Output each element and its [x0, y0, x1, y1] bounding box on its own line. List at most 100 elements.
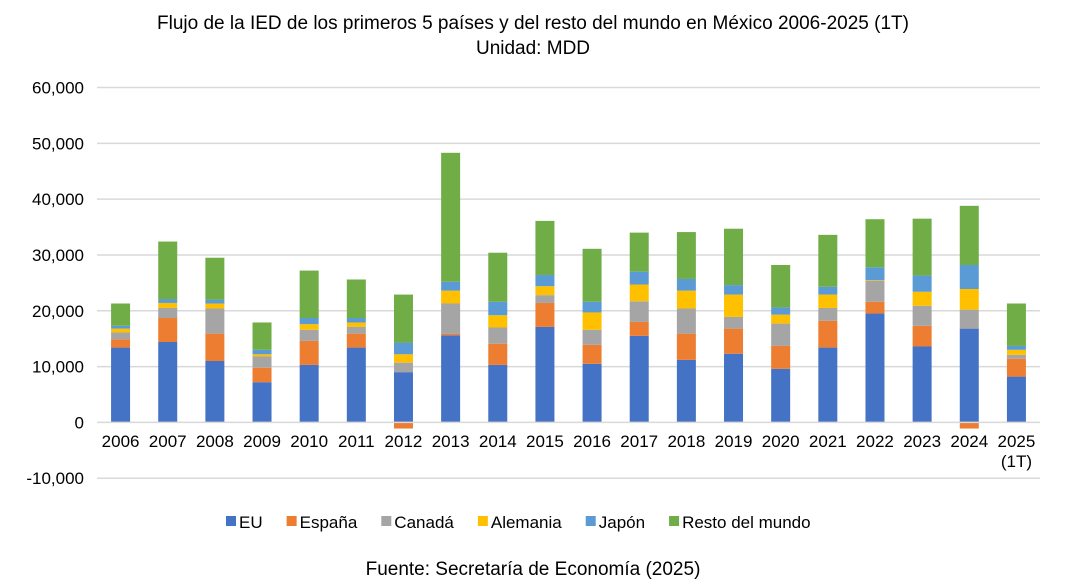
bar-segment-españa-2019: [724, 328, 744, 354]
bar-segment-alemania-2010: [299, 324, 319, 330]
chart-source: Fuente: Secretaría de Economía (2025): [366, 559, 701, 580]
bar-segment-canadá-2023: [912, 305, 932, 326]
bar-segment-japón-2014: [488, 301, 508, 316]
bar-segment-resto-del-mundo-2007: [158, 241, 178, 300]
bar-segment-alemania-2019: [724, 294, 744, 317]
bar-segment-españa-2020: [771, 345, 791, 369]
y-tick-label: 10,000: [32, 358, 84, 377]
x-tick-label: 2016: [573, 432, 611, 451]
bar-segment-eu-2024: [959, 328, 979, 423]
y-tick-label: 60,000: [32, 79, 84, 98]
bar-segment-españa-2021: [818, 320, 838, 348]
bar-segment-resto-del-mundo-2022: [865, 219, 885, 268]
x-tick-label: 2012: [385, 432, 423, 451]
bar-segment-japón-2006: [111, 325, 131, 329]
bar-segment-españa-2014: [488, 343, 508, 365]
bar-segment-eu-2013: [441, 335, 461, 423]
bar-segment-españa-2013: [441, 333, 461, 336]
y-tick-label: 0: [75, 413, 84, 432]
bar-segment-eu-2008: [205, 360, 225, 423]
bar-segment-japón-2023: [912, 275, 932, 292]
bar-segment-canadá-2025(1T): [1006, 354, 1026, 359]
bar-segment-eu-2019: [724, 353, 744, 423]
bar-segment-canadá-2021: [818, 307, 838, 321]
bars: [111, 152, 1026, 429]
bar-segment-alemania-2015: [535, 286, 555, 296]
legend-item: España: [286, 513, 358, 532]
bar-segment-canadá-2010: [299, 329, 319, 341]
bar-segment-canadá-2020: [771, 323, 791, 346]
bar-segment-resto-del-mundo-2012: [393, 294, 413, 343]
bar-segment-canadá-2011: [346, 326, 366, 334]
chart-subtitle: Unidad: MDD: [476, 38, 590, 59]
x-tick-label: 2006: [102, 432, 140, 451]
bar-segment-españa-2008: [205, 333, 225, 361]
bar-segment-resto-del-mundo-2006: [111, 303, 131, 326]
bar-segment-resto-del-mundo-2023: [912, 218, 932, 276]
bar-segment-españa-2009: [252, 367, 272, 383]
x-tick-label: 2022: [856, 432, 894, 451]
bar-segment-japón-2010: [299, 318, 319, 325]
y-tick-label: -10,000: [26, 469, 84, 488]
bar-segment-españa-2011: [346, 333, 366, 348]
bar-segment-eu-2006: [111, 347, 131, 423]
legend-swatch: [381, 516, 392, 526]
bar-segment-alemania-2016: [582, 312, 602, 330]
x-tick-label: 2019: [715, 432, 753, 451]
bar-segment-resto-del-mundo-2010: [299, 270, 319, 319]
legend-label: Japón: [599, 513, 645, 532]
bar-segment-canadá-2008: [205, 308, 225, 334]
bar-segment-alemania-2013: [441, 290, 461, 304]
legend-label: Canadá: [394, 513, 454, 532]
bar-segment-japón-2011: [346, 318, 366, 323]
bar-segment-canadá-2016: [582, 329, 602, 345]
bar-segment-resto-del-mundo-2020: [771, 264, 791, 308]
x-tick-label: 2023: [903, 432, 941, 451]
bar-segment-japón-2007: [158, 299, 178, 303]
legend-item: Resto del mundo: [669, 513, 811, 532]
bar-segment-resto-del-mundo-2015: [535, 220, 555, 276]
bar-segment-resto-del-mundo-2016: [582, 248, 602, 302]
x-tick-label: 2024: [950, 432, 988, 451]
bar-segment-españa-2006: [111, 339, 131, 348]
bar-segment-japón-2015: [535, 275, 555, 287]
bar-segment-españa-2023: [912, 325, 932, 347]
bar-segment-eu-2015: [535, 326, 555, 423]
bar-segment-japón-2025(1T): [1006, 345, 1026, 350]
bar-segment-japón-2012: [393, 342, 413, 355]
bar-segment-alemania-2022: [865, 280, 885, 281]
bar-segment-eu-2011: [346, 347, 366, 423]
legend-label: Alemania: [491, 513, 562, 532]
x-tick-label: 2011: [338, 432, 375, 451]
legend-item: Canadá: [381, 513, 454, 532]
bar-segment-españa-2024: [959, 422, 979, 429]
bar-segment-españa-2012: [393, 422, 413, 429]
bar-segment-canadá-2012: [393, 362, 413, 373]
bar-segment-españa-2025(1T): [1006, 358, 1026, 377]
x-tick-label: (1T): [1001, 452, 1032, 471]
bar-segment-eu-2023: [912, 346, 932, 423]
bar-segment-alemania-2009: [252, 354, 272, 357]
bar-segment-canadá-2022: [865, 280, 885, 302]
bar-segment-eu-2010: [299, 364, 319, 423]
y-tick-label: 20,000: [32, 302, 84, 321]
bar-segment-eu-2014: [488, 364, 508, 423]
bar-segment-japón-2021: [818, 286, 838, 295]
y-tick-label: 50,000: [32, 134, 84, 153]
bar-segment-resto-del-mundo-2017: [629, 232, 649, 272]
bar-segment-canadá-2017: [629, 301, 649, 322]
bar-segment-alemania-2006: [111, 328, 131, 333]
bar-segment-alemania-2012: [393, 354, 413, 363]
bar-segment-alemania-2025(1T): [1006, 349, 1026, 355]
bar-segment-alemania-2021: [818, 294, 838, 308]
bar-segment-canadá-2014: [488, 327, 508, 344]
bar-segment-canadá-2006: [111, 332, 131, 340]
legend-swatch: [286, 516, 297, 526]
bar-segment-eu-2017: [629, 335, 649, 423]
bar-segment-japón-2013: [441, 281, 461, 291]
bar-segment-canadá-2013: [441, 303, 461, 334]
bar-segment-españa-2018: [676, 333, 696, 360]
bar-segment-resto-del-mundo-2019: [724, 228, 744, 286]
bar-segment-resto-del-mundo-2018: [676, 232, 696, 279]
x-axis-ticks: 2006 2007 2008 2009 2010 2011 2012 2013 2014 2015…: [102, 432, 1036, 471]
